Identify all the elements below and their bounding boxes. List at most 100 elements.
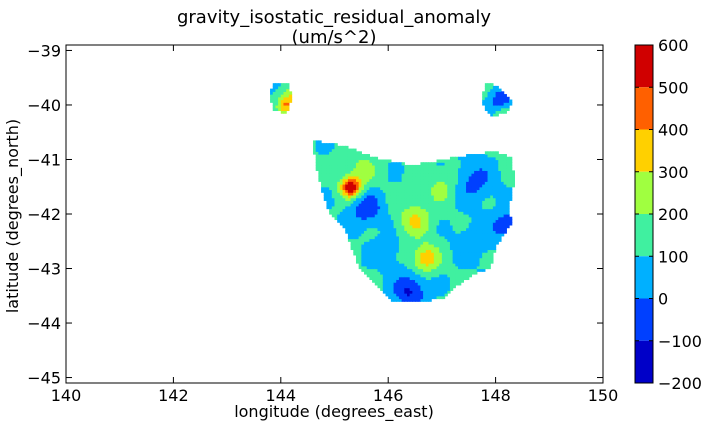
anomaly-cell (463, 167, 467, 171)
anomaly-cell (372, 227, 376, 231)
anomaly-cell (377, 159, 381, 163)
anomaly-cell (436, 184, 440, 188)
anomaly-cell (447, 186, 451, 191)
anomaly-cell (425, 238, 430, 242)
anomaly-cell (385, 194, 389, 199)
anomaly-cell (509, 222, 513, 226)
anomaly-cell (398, 214, 403, 218)
anomaly-cell (412, 164, 416, 169)
anomaly-cell (423, 293, 427, 297)
anomaly-cell (455, 282, 459, 286)
anomaly-cell (506, 184, 510, 188)
anomaly-cell (441, 260, 446, 264)
colorbar-tick-label: 200 (658, 205, 689, 224)
anomaly-cell (318, 151, 322, 155)
anomaly-cell (447, 159, 451, 163)
anomaly-cell (503, 214, 507, 218)
anomaly-cell (509, 170, 513, 174)
anomaly-cell (412, 293, 416, 297)
anomaly-cell (355, 249, 360, 253)
anomaly-cell (476, 257, 481, 261)
anomaly-cell (398, 257, 403, 261)
anomaly-cell (468, 192, 473, 196)
anomaly-cell (441, 268, 446, 272)
anomaly-cell (398, 162, 403, 166)
anomaly-cell (433, 167, 438, 171)
anomaly-cell (339, 186, 344, 191)
anomaly-cell (417, 282, 422, 286)
anomaly-cell (474, 233, 478, 237)
anomaly-cell (482, 154, 486, 158)
anomaly-cell (347, 222, 352, 226)
anomaly-cell (423, 200, 427, 204)
anomaly-cell (401, 194, 405, 199)
anomaly-cell (447, 214, 451, 218)
anomaly-cell (406, 203, 411, 207)
anomaly-cell (409, 282, 413, 286)
anomaly-cell (369, 265, 373, 270)
anomaly-cell (420, 214, 424, 218)
anomaly-cell (436, 224, 440, 229)
anomaly-cell (353, 243, 357, 248)
anomaly-cell (366, 241, 371, 245)
anomaly-cell (393, 293, 397, 297)
anomaly-cell (412, 238, 416, 242)
anomaly-cell (393, 257, 397, 261)
anomaly-cell (495, 154, 499, 158)
anomaly-cell (471, 205, 475, 210)
anomaly-cell (396, 268, 400, 272)
anomaly-cell (441, 235, 446, 240)
anomaly-cell (393, 214, 397, 218)
anomaly-cell (447, 246, 451, 251)
anomaly-cell (393, 170, 397, 174)
anomaly-cell (329, 156, 333, 161)
anomaly-cell (278, 99, 282, 103)
anomaly-cell (412, 260, 416, 264)
anomaly-cell (323, 186, 328, 191)
anomaly-cell (361, 268, 365, 272)
anomaly-cell (398, 241, 403, 245)
anomaly-cell (388, 197, 392, 201)
anomaly-cell (452, 271, 456, 275)
anomaly-cell (460, 200, 464, 204)
anomaly-cell (490, 211, 494, 215)
anomaly-cell (369, 233, 373, 237)
anomaly-cell (452, 184, 456, 188)
anomaly-cell (447, 178, 451, 182)
anomaly-cell (468, 222, 473, 226)
anomaly-cell (458, 238, 462, 242)
anomaly-cell (380, 170, 384, 174)
anomaly-cell (498, 194, 502, 199)
anomaly-cell (484, 162, 489, 166)
anomaly-cell (444, 173, 448, 177)
anomaly-cell (401, 186, 405, 191)
anomaly-cell (474, 197, 478, 201)
anomaly-cell (404, 224, 408, 229)
anomaly-cell (364, 249, 368, 253)
anomaly-cell (401, 175, 405, 180)
anomaly-cell (353, 186, 357, 191)
anomaly-cell (436, 265, 440, 270)
anomaly-cell (393, 230, 397, 234)
anomaly-cell (409, 241, 413, 245)
anomaly-cell (283, 91, 287, 95)
anomaly-cell (431, 252, 435, 256)
anomaly-cell (404, 216, 408, 221)
anomaly-cell (425, 252, 430, 256)
anomaly-cell (372, 208, 376, 212)
anomaly-cell (372, 156, 376, 161)
anomaly-cell (374, 216, 379, 221)
anomaly-cell (466, 192, 470, 196)
anomaly-cell (358, 263, 362, 267)
anomaly-cell (390, 282, 395, 286)
anomaly-cell (350, 200, 354, 204)
anomaly-cell (355, 170, 360, 174)
anomaly-cell (428, 175, 432, 180)
anomaly-cell (280, 96, 285, 101)
anomaly-cell (498, 216, 502, 221)
anomaly-cell (380, 276, 384, 281)
anomaly-cell (492, 194, 497, 199)
anomaly-cell (323, 159, 328, 163)
anomaly-cell (417, 219, 422, 223)
anomaly-cell (439, 159, 443, 163)
